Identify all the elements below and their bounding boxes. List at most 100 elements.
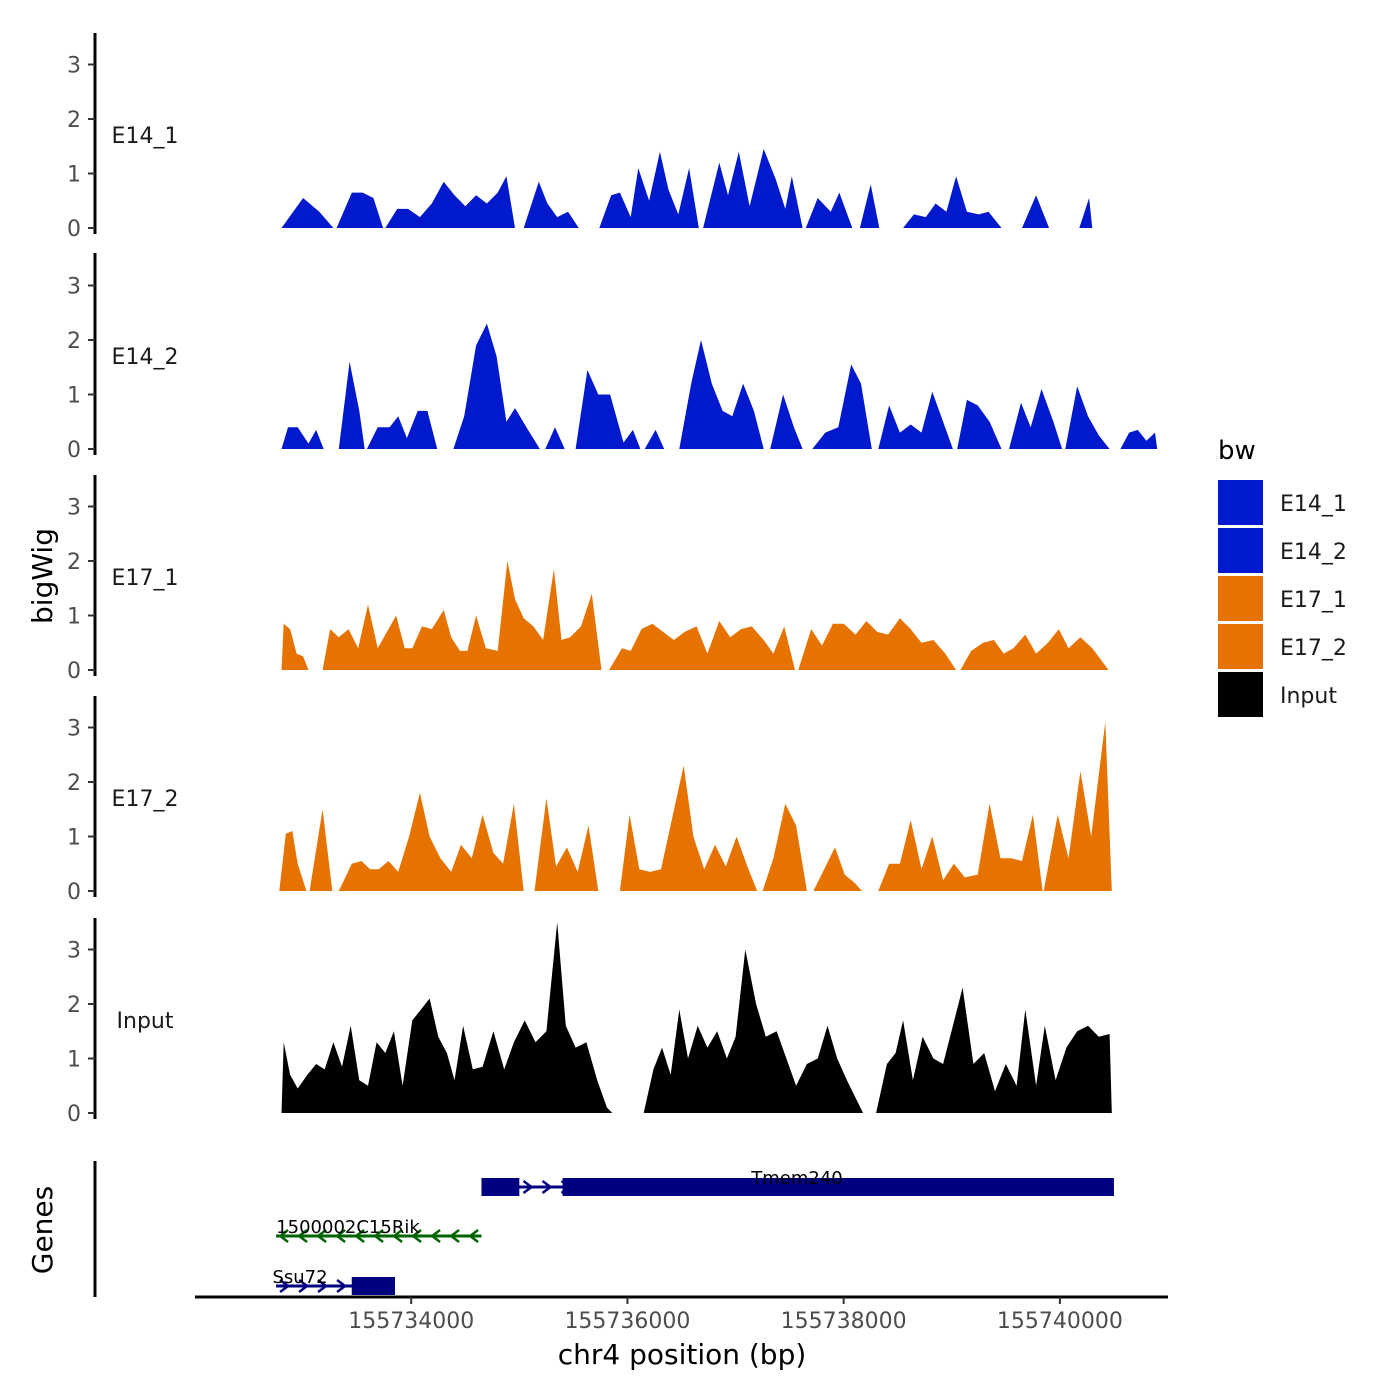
y-tick-label: 1 [67, 605, 81, 630]
signal-area [338, 361, 365, 449]
signal-area [878, 803, 1043, 891]
y-tick-label: 1 [67, 163, 81, 188]
strand-arrow [391, 1229, 403, 1243]
exon [562, 1178, 1114, 1196]
signal-area [338, 792, 524, 891]
signal-area [281, 198, 334, 228]
exon [481, 1178, 520, 1196]
y-tick-label: 3 [67, 54, 81, 79]
signal-area [813, 847, 862, 891]
strand-arrow [298, 1279, 310, 1293]
strand-arrow [336, 1279, 348, 1293]
legend-item: Input [1218, 672, 1337, 717]
legend-label: E17_2 [1280, 636, 1347, 661]
y-tick-label: 2 [67, 993, 81, 1018]
strand-arrow [522, 1180, 534, 1194]
y-tick-label: 1 [67, 1048, 81, 1073]
y-tick-label: 1 [67, 826, 81, 851]
gene-tmem240: Tmem240 [481, 1168, 1114, 1196]
gene-ssu72: Ssu72 [272, 1267, 396, 1295]
legend-label: E14_2 [1280, 540, 1347, 565]
legend-item: E17_1 [1218, 576, 1347, 621]
strand-arrow [410, 1229, 422, 1243]
track-input: 0 1 2 3 Input [67, 918, 1112, 1127]
signal-area [618, 429, 641, 449]
legend-swatch [1218, 624, 1263, 669]
signal-area [1009, 389, 1063, 449]
track-e17-1: 0 1 2 3 E17_1 [67, 475, 1109, 684]
gene-label: 1500002C15Rik [276, 1217, 420, 1238]
signal-area [960, 629, 1109, 670]
signal-area [309, 809, 333, 891]
strand-arrow [353, 1229, 365, 1243]
signal-area [1043, 722, 1112, 891]
y-tick-label: 0 [67, 880, 81, 905]
legend-label: E14_1 [1280, 492, 1347, 517]
exon [351, 1277, 396, 1295]
signal-area [609, 621, 795, 670]
track-label: Input [117, 1009, 174, 1034]
signal-area [281, 623, 309, 670]
y-tick-label: 0 [67, 217, 81, 242]
y-tick-label: 2 [67, 771, 81, 796]
signal-area [1022, 195, 1093, 228]
signal-area [957, 399, 1002, 449]
strand-arrow [541, 1180, 553, 1194]
signal-area [336, 192, 384, 228]
y-tick-label: 3 [67, 717, 81, 742]
track-label: E17_1 [112, 566, 179, 591]
y-axis-title: bigWig [26, 528, 59, 624]
strand-arrow [334, 1229, 346, 1243]
track-e14-2: 0 1 2 3 E14_2 [67, 253, 1158, 463]
gene-label: Ssu72 [272, 1267, 327, 1288]
signal-area [812, 364, 872, 449]
signal-area [1065, 386, 1110, 449]
x-tick-label: 155736000 [564, 1309, 690, 1334]
strand-arrow [467, 1229, 479, 1243]
signal-area [619, 765, 758, 891]
strand-arrow [279, 1279, 291, 1293]
legend: E14_1 E14_2 E17_1 E17_2 Input [1218, 480, 1347, 717]
signal-area [453, 323, 540, 449]
strand-arrow [429, 1229, 441, 1243]
track-label: E17_2 [112, 787, 179, 812]
signal-area [643, 949, 864, 1113]
strand-arrow [448, 1229, 460, 1243]
signal-area [599, 151, 699, 228]
track-e17-2: 0 1 2 3 E17_2 [67, 696, 1112, 905]
track-e14-1: 0 1 2 3 E14_1 [67, 33, 1093, 242]
strand-arrow [315, 1229, 327, 1243]
strand-arrow [317, 1279, 329, 1293]
strand-arrow [277, 1229, 289, 1243]
y-tick-label: 0 [67, 1102, 81, 1127]
signal-area [878, 391, 953, 449]
genes-axis-title: Genes [26, 1186, 59, 1274]
x-tick-label: 155740000 [997, 1309, 1123, 1334]
signal-area [534, 798, 599, 891]
y-tick-label: 2 [67, 108, 81, 133]
signal-area [770, 394, 803, 449]
gene-1500002c15rik: 1500002C15Rik [276, 1217, 482, 1243]
y-tick-label: 3 [67, 939, 81, 964]
strand-arrow [296, 1229, 308, 1243]
signal-area [279, 831, 307, 891]
track-label: E14_1 [112, 124, 179, 149]
signal-area [644, 429, 665, 449]
legend-item: E14_2 [1218, 528, 1347, 573]
legend-swatch [1218, 576, 1263, 621]
y-tick-label: 0 [67, 659, 81, 684]
x-tick-label: 155738000 [781, 1309, 907, 1334]
signal-area [762, 803, 807, 891]
legend-label: E17_1 [1280, 588, 1347, 613]
legend-swatch [1218, 528, 1263, 573]
signal-area [1120, 429, 1158, 449]
y-tick-label: 3 [67, 275, 81, 300]
signal-area [805, 192, 853, 228]
signal-area [281, 922, 613, 1113]
genes-layer: Tmem240 1500002C15Rik Ssu72 [93, 1161, 1114, 1297]
y-tick-label: 1 [67, 384, 81, 409]
signal-area [679, 340, 764, 449]
legend-swatch [1218, 672, 1263, 717]
signal-area [903, 176, 1002, 228]
